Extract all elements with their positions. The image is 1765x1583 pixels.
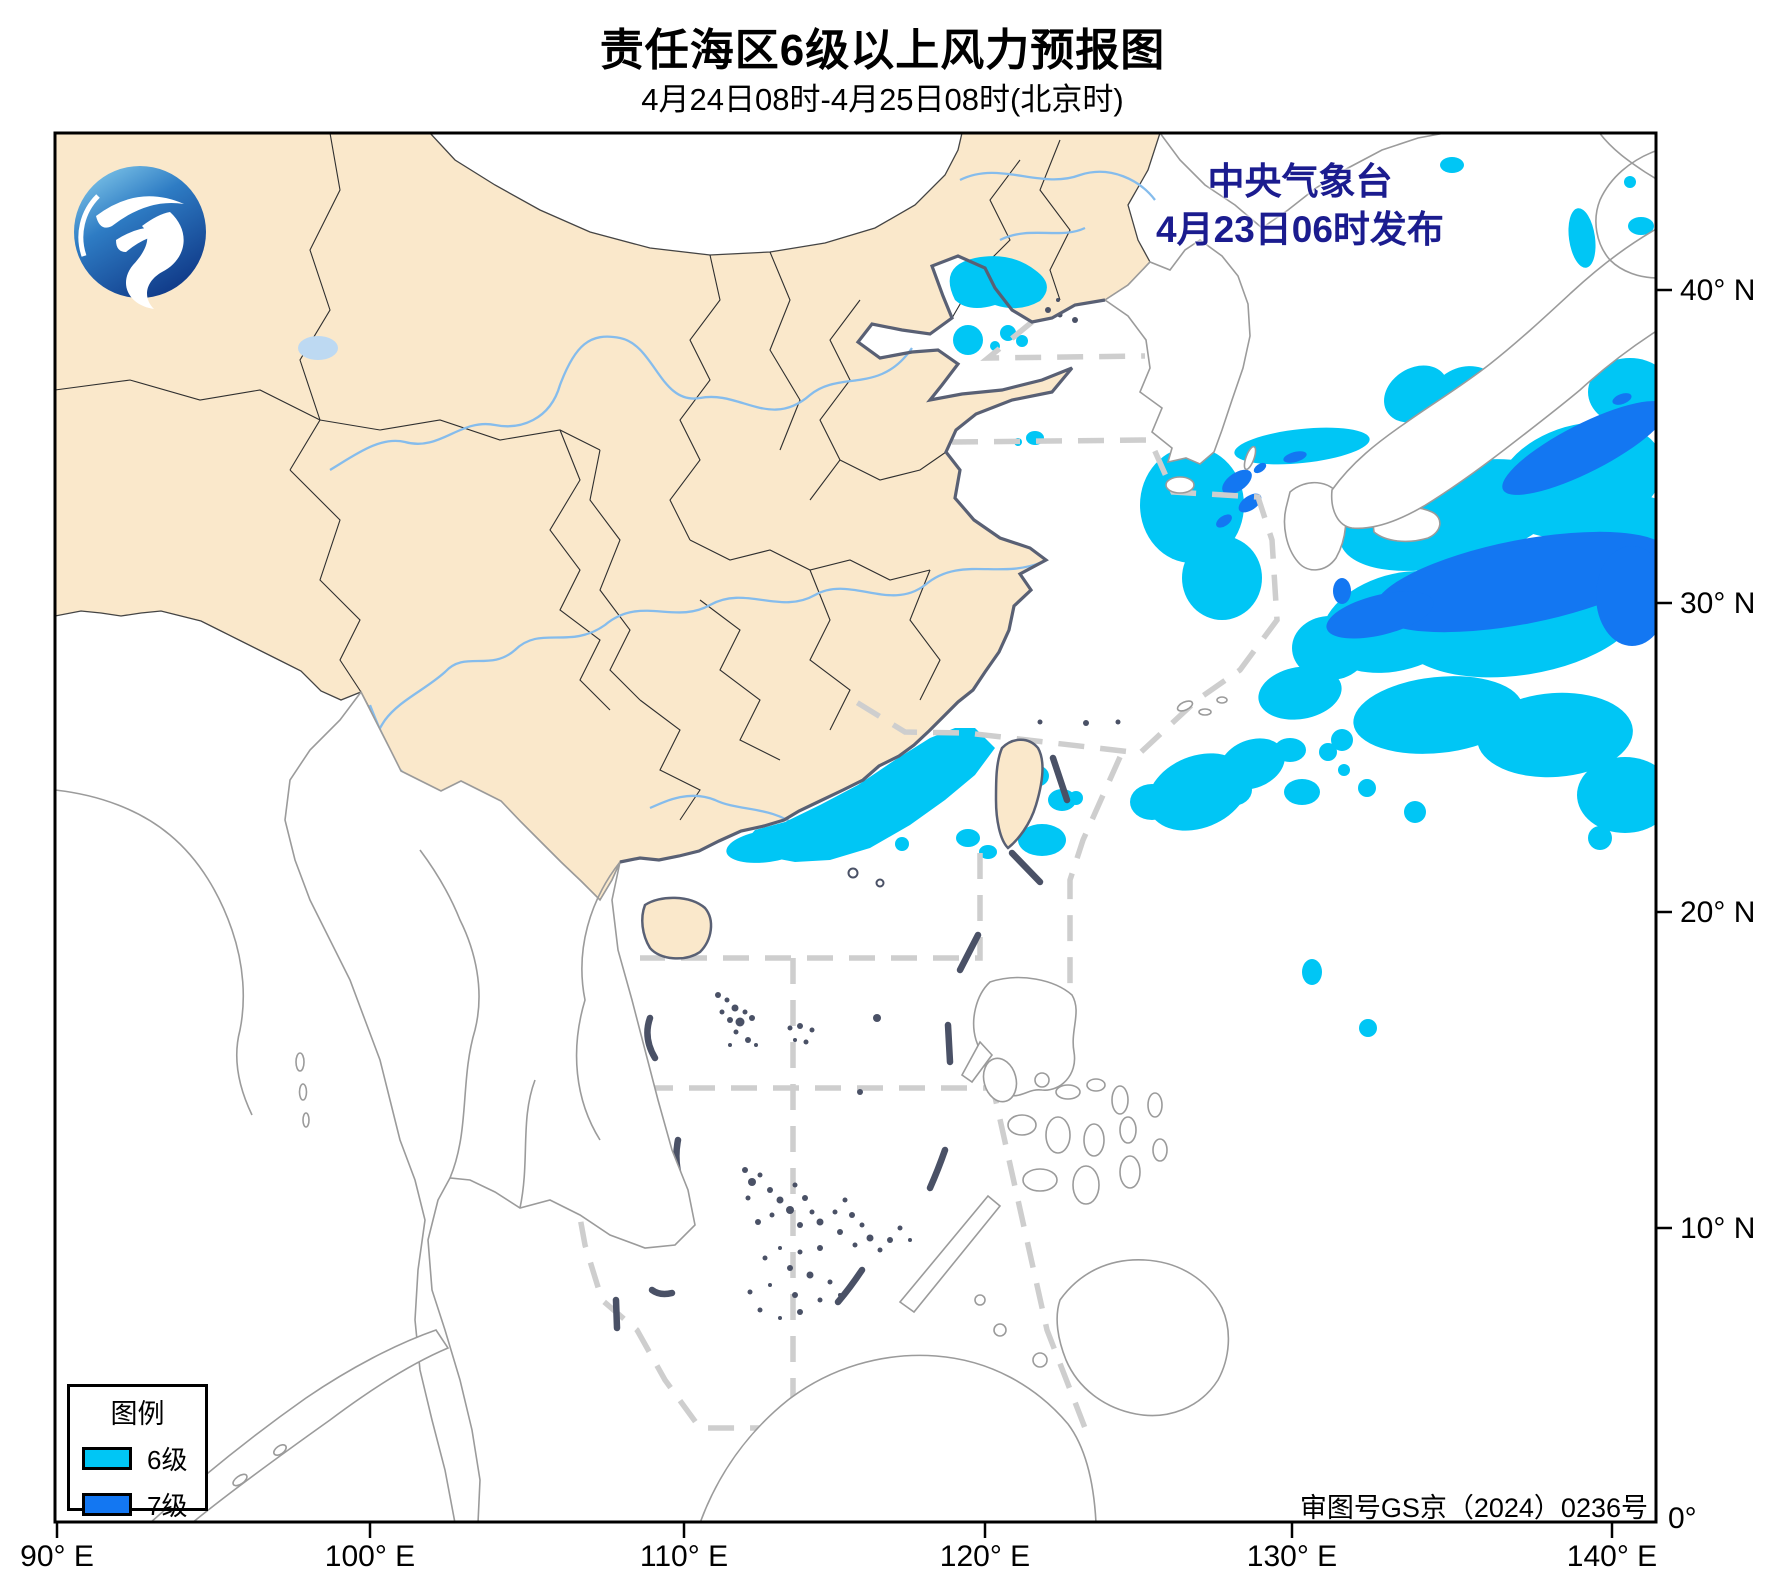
indochina-borders xyxy=(575,861,621,1141)
province-borders xyxy=(55,133,1071,821)
lat-label-20: 20° N xyxy=(1680,896,1755,929)
force7-label: 7级 xyxy=(147,1491,188,1521)
hainan-island xyxy=(641,896,713,960)
lat-label-10: 10° N xyxy=(1680,1212,1755,1245)
legend-title: 图例 xyxy=(110,1399,165,1429)
jeju-island xyxy=(1165,476,1195,494)
mindoro xyxy=(982,1057,1018,1103)
page-title: 责任海区6级以上风力预报图 xyxy=(599,26,1166,75)
qinghai-lake xyxy=(298,336,338,360)
map-license: 审图号GS京（2024）0236号 xyxy=(1299,1493,1648,1523)
indochina xyxy=(284,690,696,1522)
lon-label-120: 120° E xyxy=(940,1540,1030,1573)
mindanao xyxy=(1056,1259,1230,1417)
legend-box: 图例 6级 7级 xyxy=(67,1384,208,1521)
kyushu xyxy=(1283,481,1347,571)
force7-swatch xyxy=(82,1493,132,1516)
force6-label: 6级 xyxy=(147,1445,188,1475)
cma-logo-icon xyxy=(74,166,206,309)
lat-label-0: 0° xyxy=(1668,1502,1697,1535)
lon-label-140: 140° E xyxy=(1567,1540,1657,1573)
japan-sea-bay-coast xyxy=(1595,149,1656,279)
tsushima-island xyxy=(1243,445,1257,471)
south-china-sea-island-dots xyxy=(715,298,1121,1320)
publisher-block: 中央气象台 4月23日06时发布 xyxy=(1112,158,1488,254)
hokkaido-corner xyxy=(1598,133,1656,180)
publisher-issue-time: 4月23日06时发布 xyxy=(1156,209,1444,250)
china-coastline xyxy=(619,254,1106,864)
palawan xyxy=(898,1194,1002,1314)
lon-label-100: 100° E xyxy=(325,1540,415,1573)
lon-label-110: 110° E xyxy=(640,1540,728,1573)
myanmar-coast xyxy=(55,789,253,1116)
publisher-name: 中央气象台 xyxy=(1207,161,1393,202)
legend-item-force7: 7级 xyxy=(82,1486,205,1523)
honshu xyxy=(1330,228,1656,530)
russia-coast xyxy=(1159,133,1446,230)
legend-item-force6: 6级 xyxy=(82,1440,205,1477)
borneo xyxy=(699,1354,1097,1522)
lat-label-30: 30° N xyxy=(1680,587,1755,620)
sumatra xyxy=(149,1329,450,1522)
map-frame xyxy=(53,131,1658,1524)
okinawa-islands xyxy=(1176,700,1194,712)
axis-ticks xyxy=(55,288,1672,1538)
lat-label-40: 40° N xyxy=(1680,274,1755,307)
taiwan-island xyxy=(994,738,1044,850)
force6-swatch xyxy=(82,1447,132,1470)
pratas-reef-rings xyxy=(847,867,885,888)
foreign-land xyxy=(55,133,1656,1522)
lon-label-130: 130° E xyxy=(1247,1540,1337,1573)
china-landmass xyxy=(55,133,1161,902)
korea-peninsula xyxy=(1103,239,1251,465)
lon-label-90: 90° E xyxy=(20,1540,94,1573)
page-subtitle: 4月24日08时-4月25日08时(北京时) xyxy=(641,82,1124,117)
